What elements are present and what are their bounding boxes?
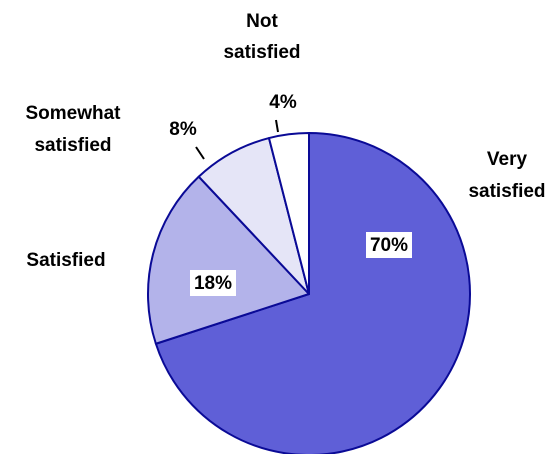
category-label-line: Not — [246, 11, 278, 32]
value-label-box-satisfied — [190, 270, 236, 296]
category-label-not-satisfied: Not satisfied — [223, 11, 300, 63]
category-label-satisfied: Satisfied — [26, 250, 105, 271]
category-label-line: Somewhat — [25, 103, 121, 124]
leader-line-not-satisfied — [275, 119, 279, 133]
category-label-line: satisfied — [223, 42, 300, 63]
value-label-very-satisfied: 70% — [366, 232, 412, 258]
leader-lines-layer — [195, 119, 279, 160]
pie-slice-very-satisfied — [154, 132, 471, 456]
category-label-very-satisfied: Very satisfied — [468, 149, 545, 202]
leader-line-somewhat-satisfied — [195, 146, 205, 160]
category-label-line: Very — [487, 149, 528, 170]
category-label-line: Satisfied — [26, 250, 105, 271]
pie-slice-satisfied — [147, 175, 310, 345]
slices-layer — [147, 132, 471, 456]
value-label-somewhat-satisfied: 8% — [169, 119, 197, 140]
category-label-line: satisfied — [468, 181, 545, 202]
category-label-somewhat-satisfied: Somewhat satisfied — [25, 103, 121, 156]
value-label-not-satisfied: 4% — [269, 92, 297, 113]
value-label-text-very-satisfied: 70% — [370, 235, 408, 256]
pie-slice-not-satisfied — [267, 132, 310, 295]
category-label-line: satisfied — [34, 135, 111, 156]
value-label-satisfied: 18% — [190, 270, 236, 296]
value-label-box-very-satisfied — [366, 232, 412, 258]
value-label-text-satisfied: 18% — [194, 273, 232, 294]
labels-layer: 70% Very satisfied 18% Satisfied 8% Somewhat sa… — [25, 11, 546, 296]
